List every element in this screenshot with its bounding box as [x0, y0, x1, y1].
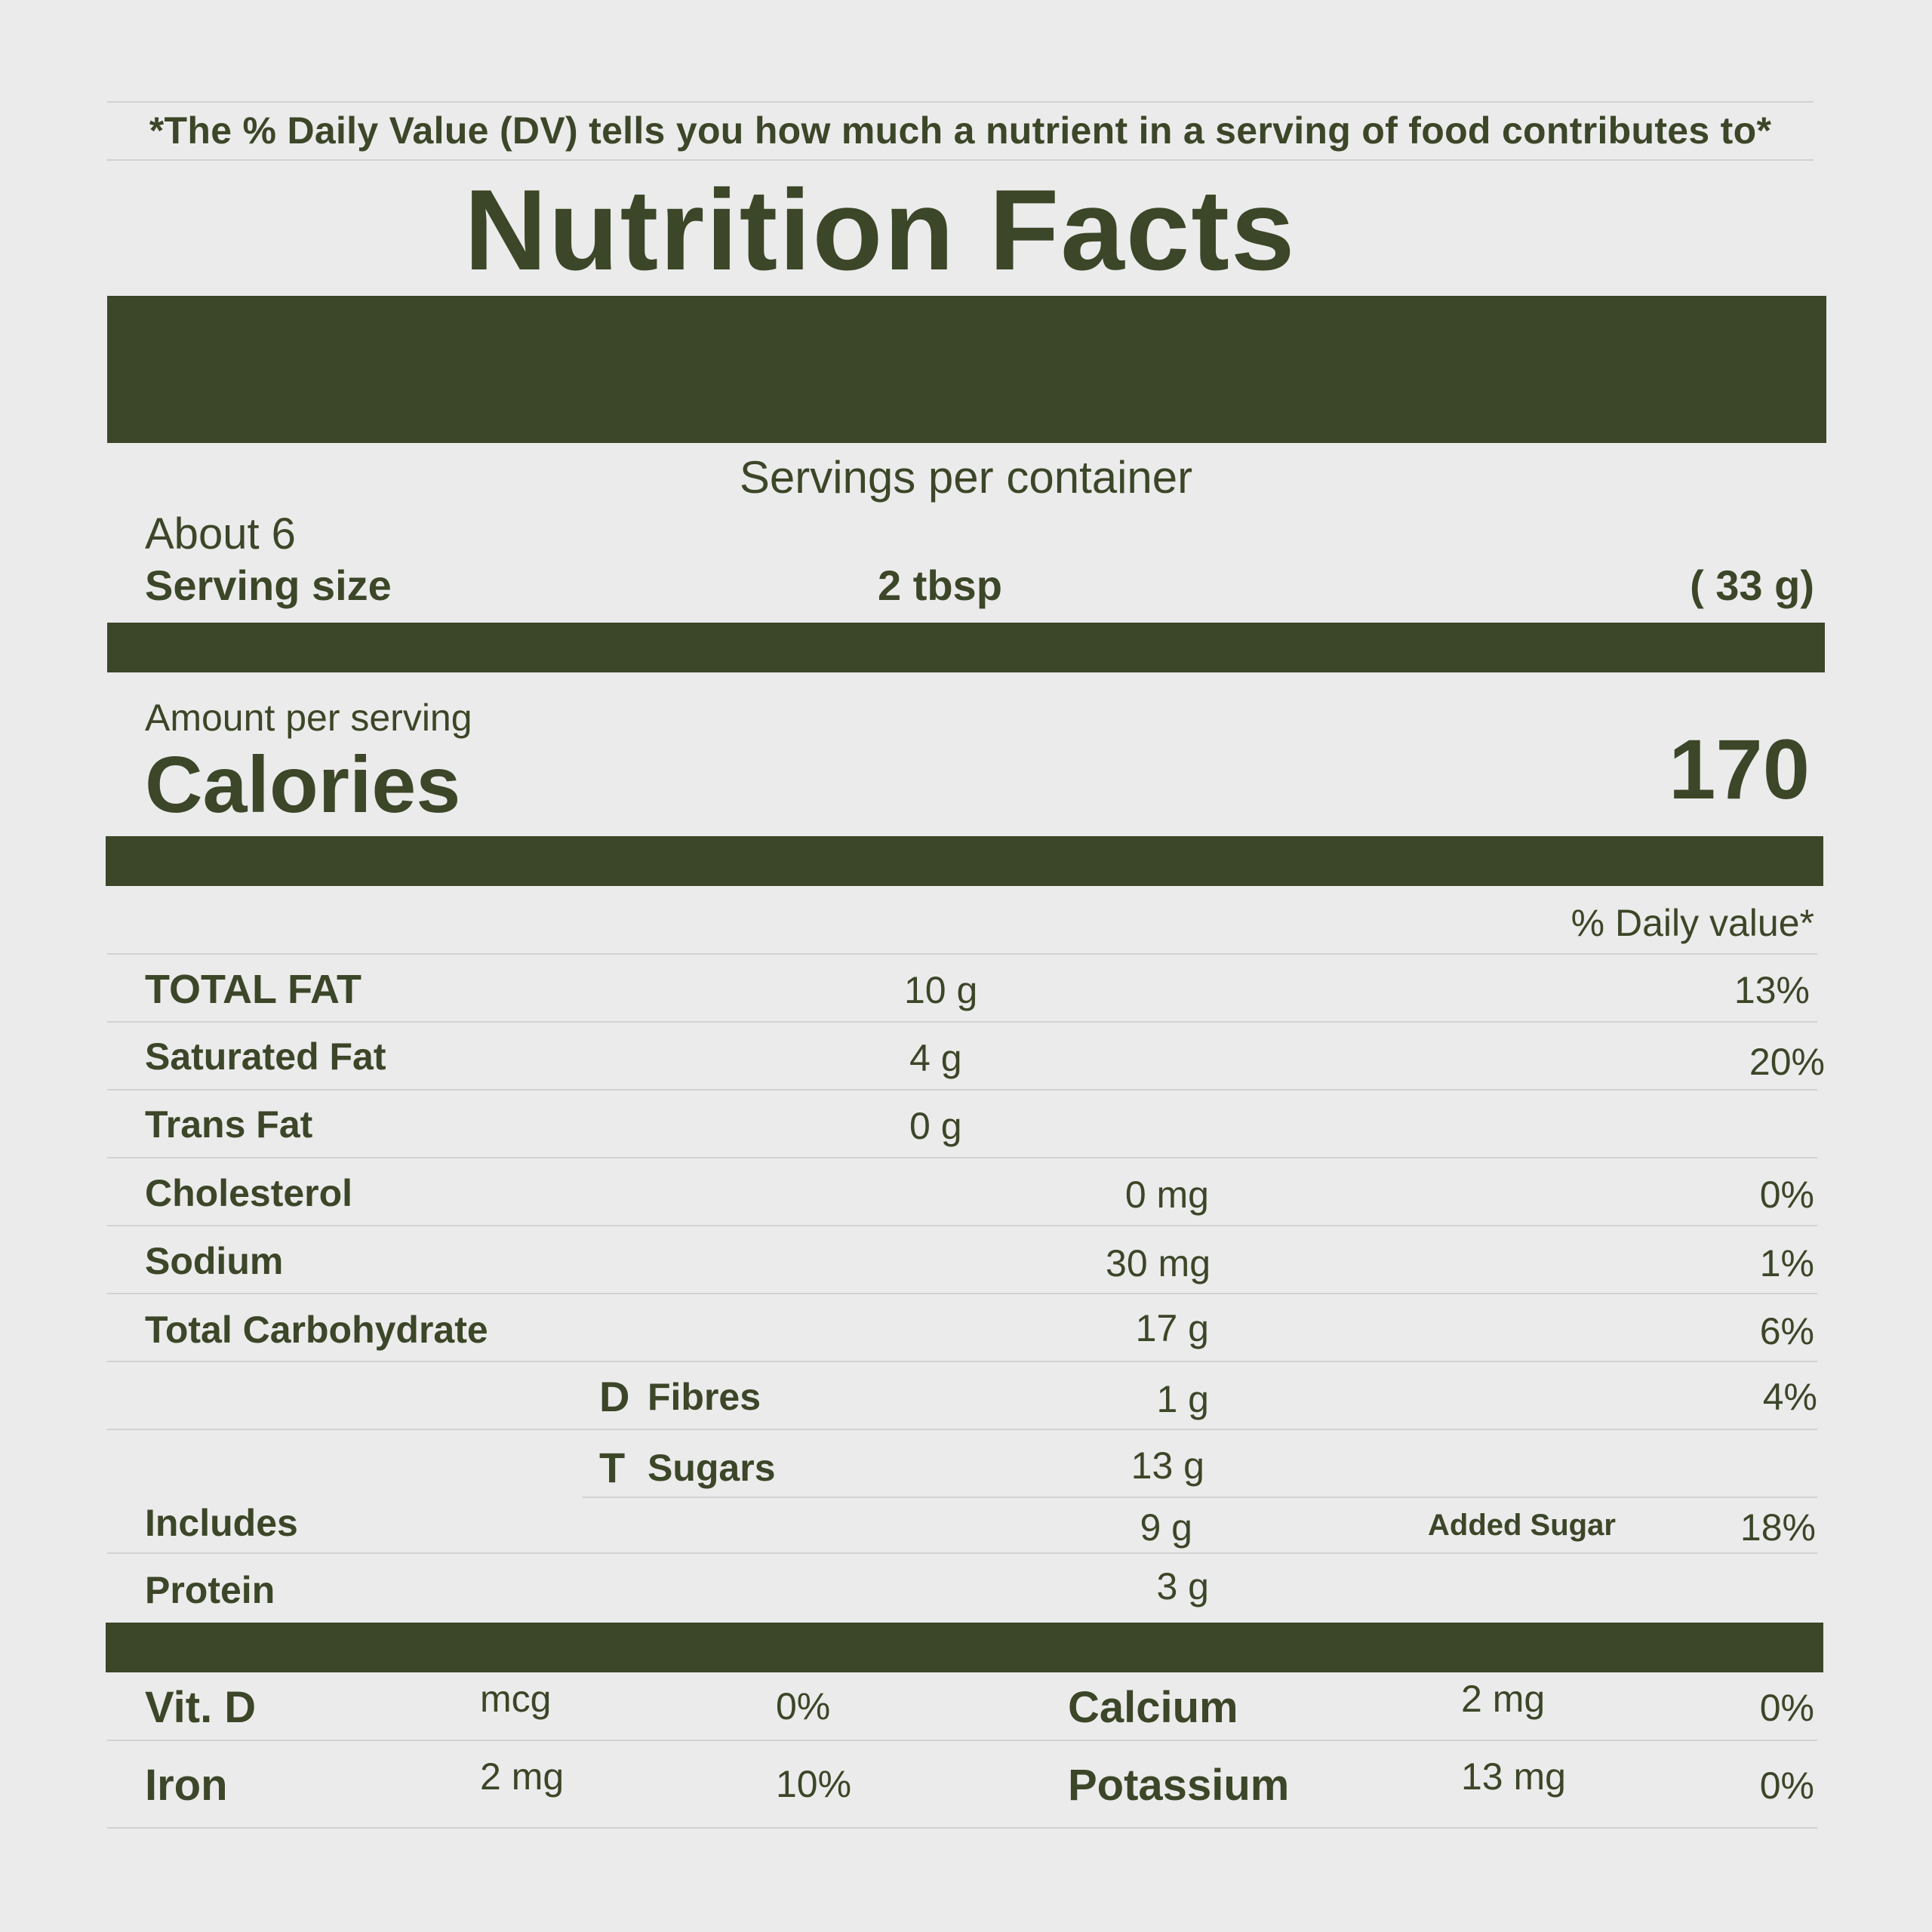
serving-size-amount: 2 tbsp [878, 561, 1002, 609]
total-fat-amount: 10 g [904, 969, 978, 1011]
servings-per-container-label: Servings per container [739, 452, 1193, 503]
cholesterol-label: Cholesterol [145, 1172, 353, 1214]
saturated-fat-amount: 4 g [909, 1037, 962, 1079]
nutrient-divider [107, 953, 1817, 955]
fibres-marker: D [599, 1373, 630, 1420]
cholesterol-dv: 0% [1759, 1174, 1814, 1216]
calories-divider-bar [106, 836, 1823, 886]
page-title: Nutrition Facts [464, 166, 1297, 294]
calcium-label: Calcium [1068, 1683, 1238, 1732]
total-fat-label: TOTAL FAT [145, 967, 361, 1012]
nutrient-divider [107, 1021, 1817, 1023]
trans-fat-label: Trans Fat [145, 1103, 313, 1146]
daily-value-header: % Daily value* [1571, 902, 1814, 944]
fibres-dv: 4% [1762, 1376, 1817, 1418]
serving-divider-bar [107, 623, 1825, 672]
vit-d-amount: mcg [480, 1678, 552, 1720]
total-fat-dv: 13% [1734, 969, 1810, 1011]
sodium-dv: 1% [1759, 1242, 1814, 1284]
potassium-dv: 0% [1759, 1764, 1814, 1807]
potassium-label: Potassium [1068, 1761, 1290, 1810]
sugars-divider [583, 1497, 1817, 1498]
cholesterol-amount: 0 mg [1124, 1174, 1209, 1216]
calcium-amount: 2 mg [1461, 1678, 1546, 1720]
nutrient-divider [107, 1552, 1817, 1554]
calories-value: 170 [1669, 722, 1810, 817]
iron-dv: 10% [776, 1763, 852, 1805]
sugars-amount: 13 g [1131, 1444, 1204, 1487]
nutrient-divider [107, 1089, 1817, 1091]
protein-label: Protein [145, 1569, 275, 1611]
vit-d-dv: 0% [776, 1685, 831, 1727]
nutrient-divider [107, 1293, 1817, 1294]
title-banner-bar [107, 296, 1826, 443]
sugars-marker: T [599, 1444, 626, 1491]
fibres-label: Fibres [648, 1376, 761, 1418]
added-sugar-label: Added Sugar [1428, 1509, 1616, 1542]
disclaimer-top-line [107, 101, 1814, 103]
sodium-amount: 30 mg [1106, 1242, 1211, 1284]
saturated-fat-dv: 20% [1749, 1041, 1825, 1083]
includes-amount: 9 g [1140, 1506, 1192, 1549]
calcium-dv: 0% [1759, 1687, 1814, 1729]
nutrient-divider [107, 1157, 1817, 1158]
trans-fat-amount: 0 g [909, 1105, 962, 1147]
protein-amount: 3 g [1156, 1565, 1209, 1607]
total-carb-label: Total Carbohydrate [145, 1309, 488, 1351]
bottom-divider [107, 1827, 1817, 1829]
serving-size-weight: ( 33 g) [1690, 561, 1814, 609]
calories-label: Calories [145, 740, 461, 829]
fibres-amount: 1 g [1156, 1378, 1209, 1420]
iron-label: Iron [145, 1761, 228, 1810]
total-carb-amount: 17 g [1135, 1307, 1209, 1349]
includes-dv: 18% [1740, 1506, 1816, 1549]
nutrient-divider [107, 1361, 1817, 1362]
nutrient-divider [107, 1225, 1817, 1226]
total-carb-dv: 6% [1759, 1310, 1814, 1352]
serving-size-label: Serving size [145, 561, 392, 609]
includes-label: Includes [145, 1502, 298, 1544]
protein-divider-bar [106, 1623, 1823, 1672]
iron-amount: 2 mg [480, 1755, 565, 1798]
amount-per-serving-label: Amount per serving [145, 697, 472, 739]
potassium-amount: 13 mg [1461, 1755, 1566, 1798]
disclaimer-text: *The % Daily Value (DV) tells you how mu… [149, 109, 1772, 152]
disclaimer-bottom-line [107, 159, 1814, 161]
nutrient-divider [107, 1429, 1817, 1430]
servings-per-container-value: About 6 [145, 509, 296, 558]
sugars-label: Sugars [648, 1447, 776, 1489]
sodium-label: Sodium [145, 1240, 284, 1282]
saturated-fat-label: Saturated Fat [145, 1035, 386, 1078]
mineral-divider [107, 1740, 1817, 1741]
vit-d-label: Vit. D [145, 1683, 257, 1732]
